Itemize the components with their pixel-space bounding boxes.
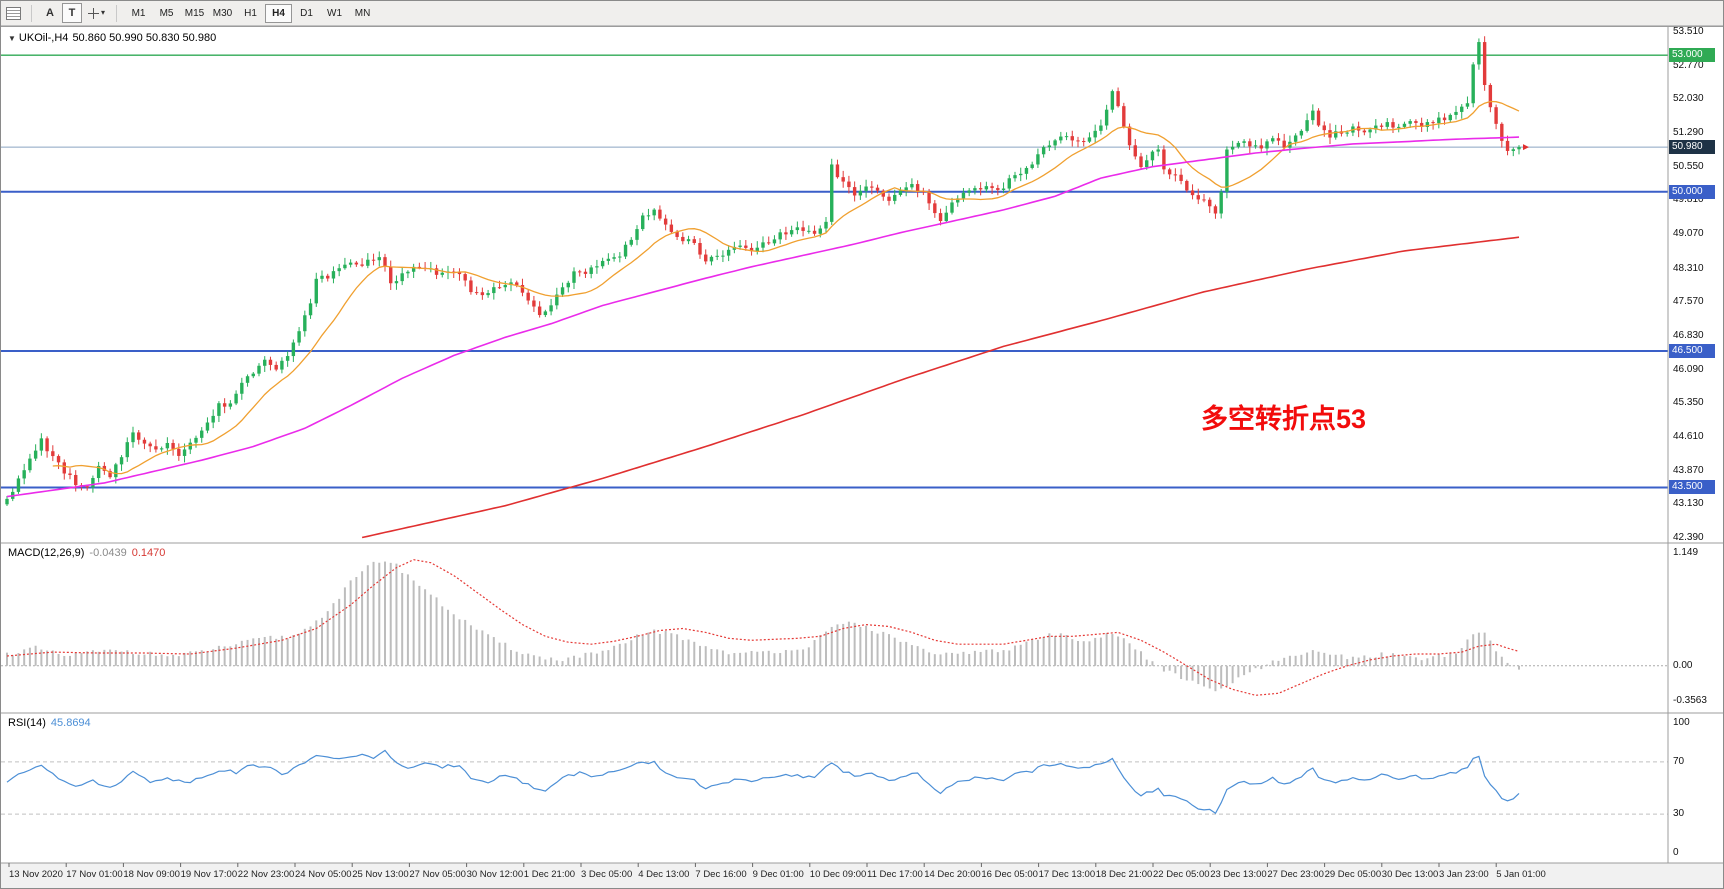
- timeframe-h1-button[interactable]: H1: [237, 4, 264, 23]
- timeframe-mn-button[interactable]: MN: [349, 4, 376, 23]
- rsi-name: RSI(14): [8, 717, 46, 729]
- rsi-line: [6, 749, 1520, 815]
- macd-indicator-label: MACD(12,26,9) -0.0439 0.1470: [8, 547, 170, 559]
- macd-signal-value: 0.1470: [131, 547, 166, 559]
- timeframe-h4-button[interactable]: H4: [265, 3, 293, 23]
- crosshair-tool-dropdown-button[interactable]: ▾: [84, 5, 108, 22]
- macd-name: MACD(12,26,9): [8, 547, 85, 559]
- time-axis-strip[interactable]: [1, 863, 1724, 889]
- text-tool-button[interactable]: T: [62, 3, 82, 23]
- timeframe-m1-button[interactable]: M1: [125, 4, 152, 23]
- chart-window-icon[interactable]: [6, 6, 21, 20]
- timeframe-m30-button[interactable]: M30: [209, 4, 236, 23]
- macd-hist-value: -0.0439: [89, 547, 127, 559]
- timeframe-m5-button[interactable]: M5: [153, 4, 180, 23]
- ohlc-values: 50.860 50.990 50.830 50.980: [72, 32, 217, 44]
- symbol-label: UKOil-,H4: [18, 32, 69, 44]
- ma-slow-line: [361, 236, 1520, 539]
- chart-text-annotation[interactable]: 多空转折点53: [1201, 404, 1367, 434]
- timeframe-d1-button[interactable]: D1: [293, 4, 320, 23]
- ma-fast-line: [52, 100, 1520, 475]
- chevron-down-icon: ▾: [101, 8, 106, 17]
- collapse-arrow-icon[interactable]: ▼: [8, 34, 16, 43]
- timeframe-group: M1 M5 M15 M30 H1 H4 D1 W1 MN: [125, 3, 376, 23]
- timeframe-w1-button[interactable]: W1: [321, 4, 348, 23]
- last-price-marker: [1523, 144, 1529, 151]
- crosshair-icon: [88, 7, 99, 19]
- chart-symbol-title: ▼ UKOil-,H4 50.860 50.990 50.830 50.980: [8, 32, 220, 44]
- moving-average-lines: [6, 100, 1520, 539]
- timeframe-m15-button[interactable]: M15: [181, 4, 208, 23]
- ma-mid-line: [6, 136, 1520, 498]
- toolbar: A T ▾ M1 M5 M15 M30 H1 H4 D1 W1 MN: [1, 1, 1723, 26]
- toolbar-separator: [116, 4, 118, 22]
- rsi-indicator-label: RSI(14) 45.8694: [8, 717, 96, 729]
- toolbar-separator: [31, 4, 32, 22]
- rsi-value: 45.8694: [50, 717, 91, 729]
- annotation-a-button[interactable]: A: [40, 3, 60, 23]
- macd-signal-line: [6, 559, 1520, 696]
- macd-histogram: [6, 561, 1520, 692]
- chart-background: [1, 26, 1723, 863]
